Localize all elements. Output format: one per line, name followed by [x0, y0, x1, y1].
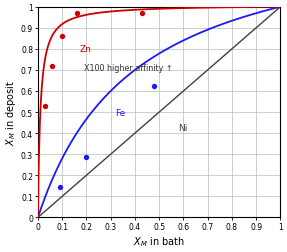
X-axis label: $X_M$ in bath: $X_M$ in bath	[133, 234, 185, 248]
Text: Ni: Ni	[179, 123, 188, 132]
Point	[57, 185, 62, 189]
Text: Fe: Fe	[116, 109, 126, 118]
Point	[74, 12, 79, 16]
Point	[140, 12, 145, 16]
Text: X100 higher affinity ↑: X100 higher affinity ↑	[84, 64, 173, 73]
Point	[60, 35, 65, 39]
Point	[84, 156, 89, 160]
Y-axis label: $X_M$ in deposit: $X_M$ in deposit	[4, 80, 18, 145]
Point	[43, 104, 48, 108]
Text: Zn: Zn	[79, 45, 91, 54]
Point	[50, 65, 55, 69]
Point	[152, 84, 157, 88]
